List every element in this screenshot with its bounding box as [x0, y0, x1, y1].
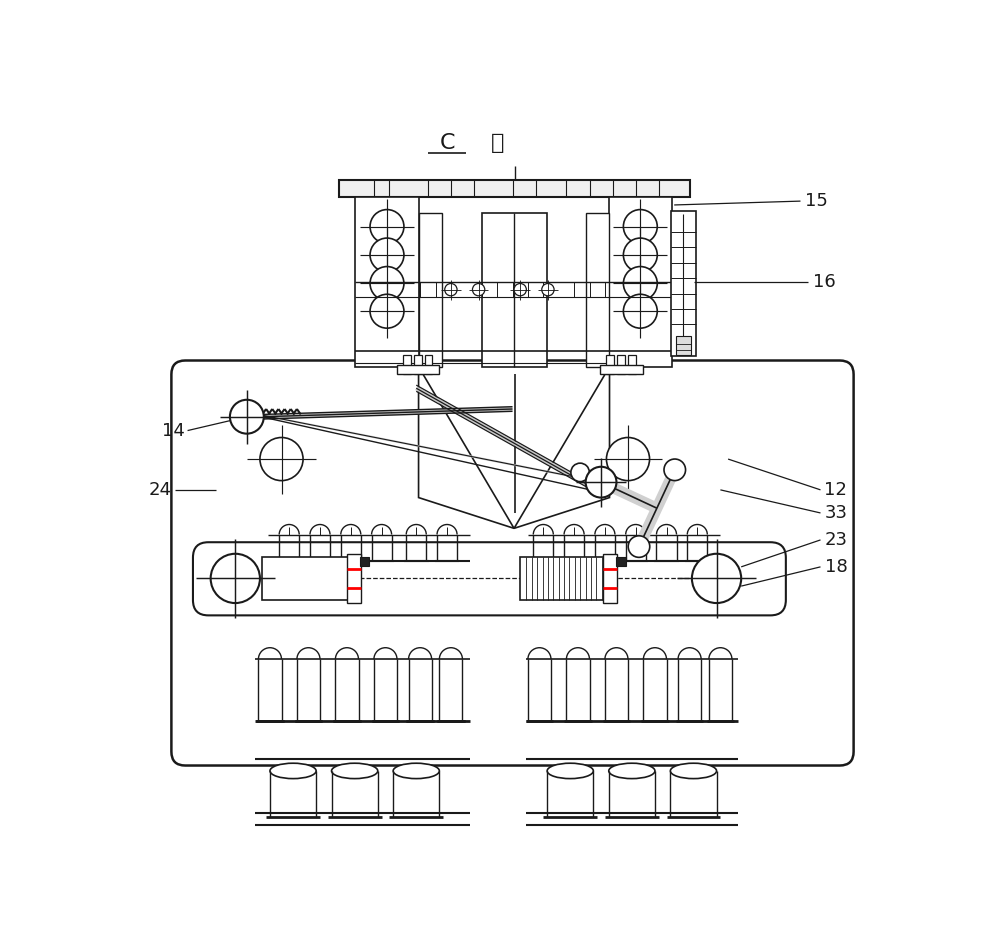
Text: 16: 16 — [813, 273, 836, 291]
Ellipse shape — [547, 764, 593, 779]
Circle shape — [623, 295, 657, 328]
Circle shape — [542, 283, 554, 295]
Ellipse shape — [609, 764, 655, 779]
Circle shape — [370, 295, 404, 328]
Polygon shape — [419, 367, 514, 528]
Bar — [603, 553, 617, 603]
Circle shape — [211, 553, 260, 603]
Circle shape — [586, 467, 616, 497]
Bar — [403, 356, 411, 374]
Circle shape — [230, 400, 264, 433]
Bar — [425, 356, 432, 374]
Circle shape — [370, 238, 404, 272]
Circle shape — [664, 459, 686, 480]
Ellipse shape — [270, 764, 316, 779]
Circle shape — [623, 266, 657, 300]
Circle shape — [370, 266, 404, 300]
Text: 23: 23 — [824, 531, 847, 549]
Text: 18: 18 — [825, 558, 847, 576]
Bar — [616, 557, 626, 567]
Bar — [628, 356, 636, 374]
Circle shape — [628, 536, 650, 557]
FancyBboxPatch shape — [171, 360, 854, 765]
Bar — [617, 356, 625, 374]
Ellipse shape — [393, 764, 439, 779]
Circle shape — [472, 283, 485, 295]
Circle shape — [370, 209, 404, 244]
Text: 33: 33 — [824, 504, 847, 522]
Bar — [520, 557, 613, 600]
Text: 12: 12 — [824, 481, 847, 499]
Bar — [606, 356, 614, 374]
Circle shape — [260, 437, 303, 480]
Ellipse shape — [670, 764, 717, 779]
Bar — [609, 197, 672, 367]
Text: 14: 14 — [162, 421, 185, 440]
Circle shape — [692, 553, 741, 603]
Text: C: C — [439, 133, 455, 153]
Bar — [600, 365, 643, 374]
Text: 向: 向 — [490, 133, 504, 153]
Bar — [360, 557, 369, 567]
Circle shape — [445, 283, 457, 295]
Polygon shape — [514, 367, 610, 528]
Circle shape — [623, 238, 657, 272]
Bar — [482, 213, 547, 367]
Circle shape — [623, 209, 657, 244]
Bar — [676, 336, 691, 356]
Bar — [347, 553, 361, 603]
Bar — [414, 356, 422, 374]
Bar — [339, 180, 690, 197]
Bar — [397, 365, 439, 374]
Ellipse shape — [332, 764, 378, 779]
Circle shape — [571, 463, 589, 481]
Bar — [671, 211, 696, 356]
Circle shape — [514, 283, 526, 295]
FancyBboxPatch shape — [193, 542, 786, 615]
Bar — [355, 197, 419, 367]
Bar — [262, 557, 355, 600]
Text: 15: 15 — [805, 192, 828, 210]
Circle shape — [606, 437, 650, 480]
Text: 24: 24 — [148, 481, 171, 499]
Bar — [419, 213, 442, 367]
Bar — [586, 213, 609, 367]
